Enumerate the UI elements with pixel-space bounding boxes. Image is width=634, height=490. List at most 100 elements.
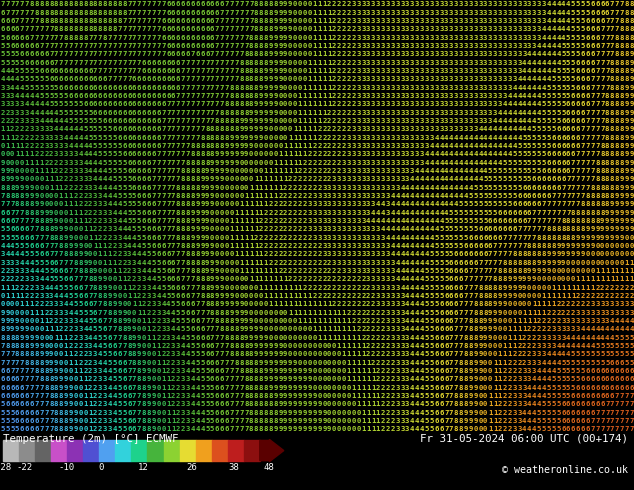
Text: 7: 7 (581, 185, 585, 191)
Text: 4: 4 (552, 34, 556, 41)
Text: 2: 2 (264, 218, 268, 224)
Text: 4: 4 (161, 301, 165, 307)
Text: 4: 4 (527, 385, 531, 391)
Text: 4: 4 (410, 193, 414, 199)
Text: 5: 5 (5, 410, 10, 416)
Text: 3: 3 (371, 43, 375, 49)
Text: 7: 7 (595, 135, 600, 141)
Text: 5: 5 (615, 351, 619, 357)
Text: 9: 9 (205, 201, 209, 207)
Text: 2: 2 (385, 393, 390, 399)
Text: 5: 5 (161, 276, 165, 282)
Text: 5: 5 (166, 285, 171, 291)
Text: 6: 6 (576, 426, 580, 433)
Text: 6: 6 (15, 226, 19, 232)
Text: 2: 2 (522, 360, 526, 366)
Text: 6: 6 (141, 176, 146, 182)
Text: 2: 2 (517, 351, 522, 357)
Text: 6: 6 (49, 260, 53, 266)
Text: 4: 4 (171, 326, 176, 332)
Text: 6: 6 (561, 401, 566, 408)
Text: 5: 5 (590, 351, 595, 357)
Text: 9: 9 (547, 260, 551, 266)
Text: 4: 4 (429, 151, 434, 157)
Text: 7: 7 (239, 9, 243, 16)
Text: 6: 6 (200, 34, 205, 41)
Text: 3: 3 (449, 126, 453, 132)
Text: 6: 6 (141, 143, 146, 149)
Text: 3: 3 (59, 301, 63, 307)
Text: 7: 7 (576, 176, 580, 182)
Text: 6: 6 (454, 260, 458, 266)
Text: 1: 1 (322, 60, 327, 66)
Text: 7: 7 (117, 60, 122, 66)
Text: 3: 3 (474, 60, 477, 66)
Text: 8: 8 (63, 9, 68, 16)
Text: 4: 4 (54, 110, 58, 116)
Text: 8: 8 (561, 235, 566, 241)
Text: 1: 1 (313, 51, 317, 57)
Text: 9: 9 (624, 226, 629, 232)
Text: 8: 8 (547, 235, 551, 241)
Text: 4: 4 (434, 135, 439, 141)
Text: 1: 1 (244, 243, 249, 249)
Text: 8: 8 (244, 101, 249, 107)
Text: 0: 0 (10, 310, 15, 316)
Text: 0: 0 (556, 268, 560, 274)
Text: 3: 3 (371, 160, 375, 166)
Text: 5: 5 (171, 293, 176, 299)
Text: 2: 2 (507, 360, 512, 366)
Text: 8: 8 (103, 26, 107, 32)
Text: 7: 7 (117, 76, 122, 82)
Text: 9: 9 (624, 160, 629, 166)
Text: 2: 2 (337, 1, 341, 7)
Text: 7: 7 (190, 68, 195, 74)
Text: 2: 2 (366, 310, 370, 316)
Text: 7: 7 (39, 426, 44, 433)
Text: 3: 3 (327, 218, 332, 224)
Text: 3: 3 (49, 135, 53, 141)
Text: 3: 3 (34, 126, 39, 132)
Text: 4: 4 (415, 385, 419, 391)
Text: 8: 8 (68, 9, 73, 16)
Text: 4: 4 (425, 160, 429, 166)
Text: 7: 7 (469, 293, 473, 299)
Text: 6: 6 (146, 218, 151, 224)
Text: 3: 3 (376, 160, 380, 166)
Text: 1: 1 (317, 85, 321, 91)
Text: 0: 0 (249, 151, 254, 157)
Text: 5: 5 (181, 310, 185, 316)
Text: 9: 9 (273, 426, 278, 433)
Text: 2: 2 (337, 9, 341, 16)
Text: 2: 2 (327, 268, 332, 274)
Text: 3: 3 (400, 351, 404, 357)
Text: 0: 0 (302, 9, 307, 16)
Text: 2: 2 (15, 126, 19, 132)
Text: 4: 4 (44, 276, 49, 282)
Text: 6: 6 (171, 93, 176, 99)
Text: 9: 9 (283, 410, 287, 416)
Text: 3: 3 (20, 101, 24, 107)
Text: 7: 7 (230, 393, 234, 399)
Text: 6: 6 (15, 385, 19, 391)
Text: 1: 1 (83, 385, 87, 391)
Text: 1: 1 (302, 118, 307, 124)
Text: 3: 3 (356, 9, 361, 16)
Text: 6: 6 (146, 101, 151, 107)
Text: 5: 5 (34, 68, 39, 74)
Text: 1: 1 (293, 160, 297, 166)
Text: 3: 3 (449, 93, 453, 99)
Text: 3: 3 (395, 160, 399, 166)
Text: 3: 3 (405, 9, 410, 16)
Text: 5: 5 (25, 251, 29, 257)
Text: 7: 7 (605, 426, 609, 433)
Text: 9: 9 (132, 326, 136, 332)
Text: 7: 7 (215, 26, 219, 32)
Text: 6: 6 (132, 110, 136, 116)
Text: 7: 7 (585, 135, 590, 141)
Text: 7: 7 (10, 360, 15, 366)
Text: 5: 5 (103, 351, 107, 357)
Text: 9: 9 (210, 176, 214, 182)
Text: 1: 1 (512, 318, 517, 324)
Text: 4: 4 (556, 51, 560, 57)
